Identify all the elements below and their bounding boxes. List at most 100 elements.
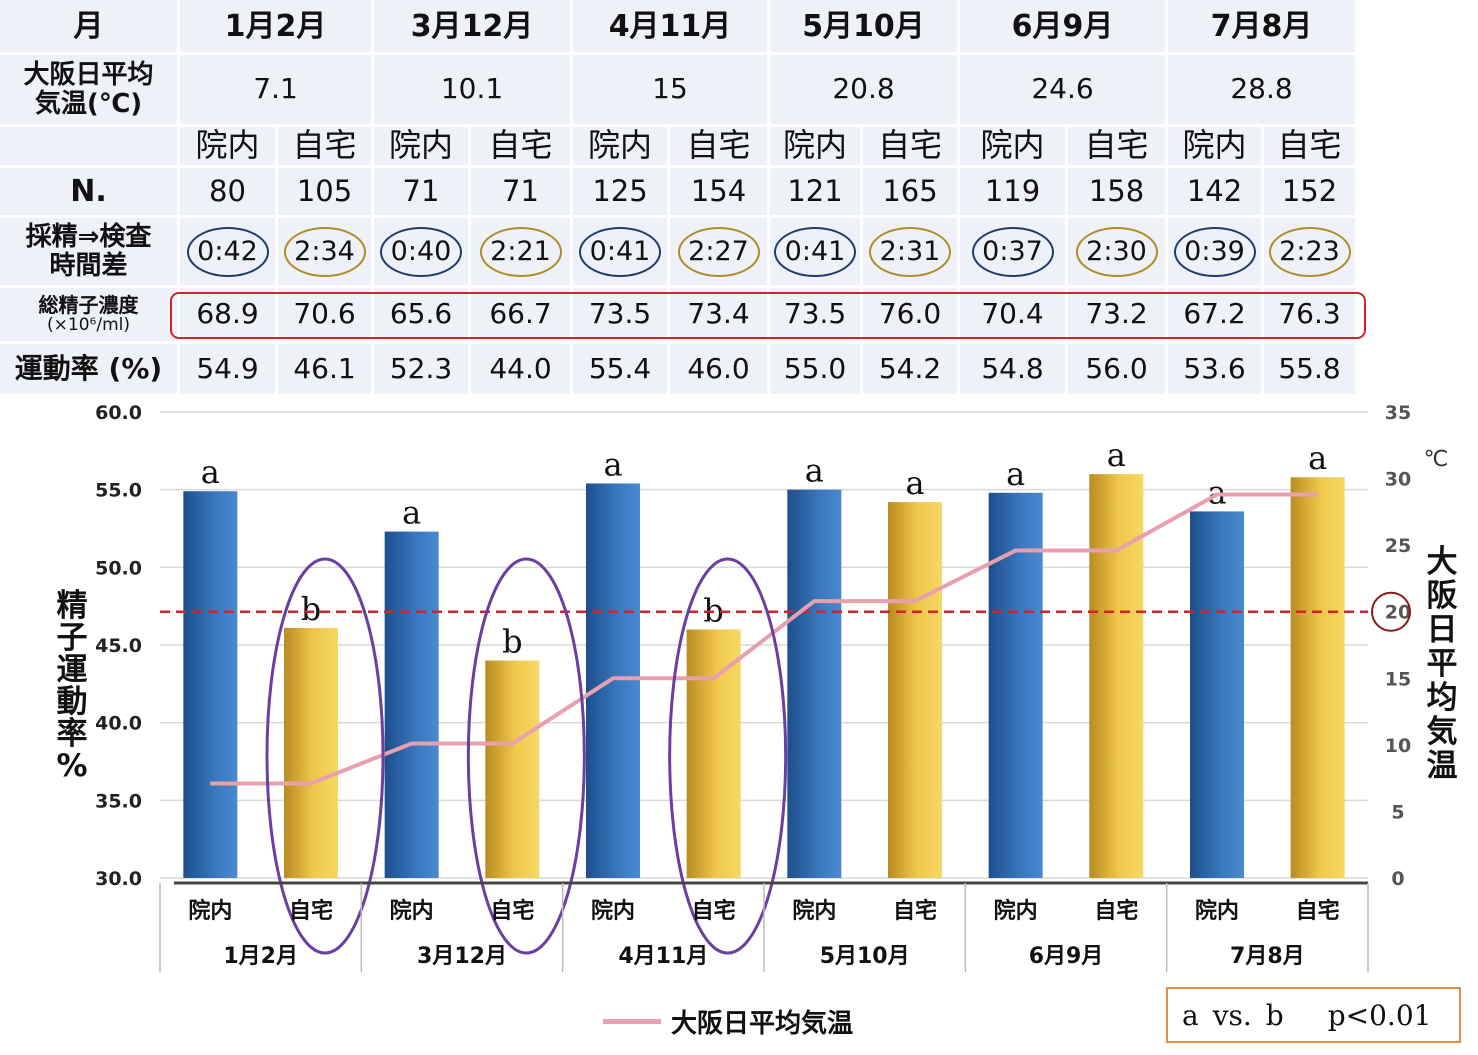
conc-cell: 68.9 (180, 288, 275, 341)
x-group-label: 4月11月 (618, 944, 708, 969)
time-oval: 0:37 (971, 226, 1054, 277)
n-cell: 165 (863, 168, 957, 215)
location-cell: 院内 (1168, 127, 1261, 165)
significance-note: a vs. b p<0.01 (1166, 987, 1461, 1043)
time-oval: 0:39 (1173, 226, 1256, 277)
bar-home (1089, 474, 1144, 878)
n-cell: 105 (278, 168, 371, 215)
y-tick-label: 35.0 (95, 790, 142, 812)
bar-significance-label: a (603, 445, 622, 483)
y-axis-title-char: % (56, 748, 87, 784)
row-label-n: N. (0, 168, 177, 215)
temp-cell: 7.1 (180, 55, 371, 124)
legend-swatch-temperature (603, 1019, 661, 1024)
location-cell: 自宅 (471, 127, 570, 165)
location-cell: 院内 (180, 127, 275, 165)
time-cell: 0:42 (180, 218, 275, 285)
time-oval: 0:40 (380, 226, 462, 277)
conc-cell: 65.6 (374, 288, 468, 341)
n-cell: 119 (960, 168, 1065, 215)
bar-home (1290, 477, 1345, 878)
y-axis-title-char: 運 (57, 652, 88, 688)
conc-cell: 73.5 (573, 288, 667, 341)
motility-cell: 44.0 (471, 344, 570, 394)
y2-axis-title-char: 平 (1427, 646, 1458, 682)
location-cell: 自宅 (1264, 127, 1355, 165)
conc-cell: 66.7 (471, 288, 570, 341)
time-oval: 0:41 (774, 226, 856, 277)
bar-clinic (988, 492, 1043, 878)
time-oval: 2:31 (869, 226, 951, 277)
location-cell: 院内 (770, 127, 860, 165)
highlight-ellipse (265, 557, 385, 955)
x-subcategory-label: 自宅 (289, 898, 333, 924)
time-cell: 0:41 (573, 218, 667, 285)
time-oval: 2:21 (479, 226, 562, 277)
y2-axis-title-char: 均 (1427, 680, 1458, 716)
time-cell: 2:23 (1264, 218, 1355, 285)
temp-cell: 20.8 (770, 55, 957, 124)
y2-unit-label: ℃ (1424, 447, 1449, 472)
temp-cell: 15 (573, 55, 767, 124)
x-group-label: 1月2月 (223, 944, 298, 969)
conc-cell: 70.6 (278, 288, 371, 341)
motility-cell: 54.9 (180, 344, 275, 394)
time-oval: 2:30 (1075, 226, 1158, 277)
row-label-location (0, 127, 177, 165)
time-cell: 0:40 (374, 218, 468, 285)
location-cell: 自宅 (1068, 127, 1165, 165)
y-axis-title-char: 動 (57, 684, 88, 720)
bar-clinic (384, 531, 439, 878)
y-axis-title-char: 精 (57, 588, 88, 624)
n-cell: 80 (180, 168, 275, 215)
y2-tick-label: 35 (1385, 402, 1411, 424)
motility-cell: 55.8 (1264, 344, 1355, 394)
motility-cell: 53.6 (1168, 344, 1261, 394)
location-cell: 自宅 (863, 127, 957, 165)
note-b: b (1265, 998, 1284, 1032)
legend: 大阪日平均気温 (603, 1003, 853, 1040)
location-cell: 自宅 (670, 127, 767, 165)
bar-significance-label: a (1006, 455, 1025, 493)
n-cell: 125 (573, 168, 667, 215)
y-axis-title-char: 子 (57, 620, 88, 656)
y2-axis-title-char: 大 (1427, 544, 1458, 580)
conc-cell: 73.4 (670, 288, 767, 341)
row-label-month: 月 (0, 0, 177, 52)
month-cell: 3月12月 (374, 0, 570, 52)
x-group-label: 6月9月 (1029, 944, 1104, 969)
y2-axis-title-char: 温 (1427, 748, 1458, 784)
time-oval: 0:42 (186, 226, 269, 277)
time-cell: 2:34 (278, 218, 371, 285)
x-subcategory-label: 自宅 (1094, 898, 1138, 924)
bar-significance-label: a (1107, 436, 1126, 474)
y2-axis-title-char: 日 (1427, 612, 1458, 648)
bar-home (686, 629, 741, 878)
motility-cell: 56.0 (1068, 344, 1165, 394)
conc-cell: 67.2 (1168, 288, 1261, 341)
time-oval: 0:41 (579, 226, 661, 277)
n-cell: 71 (471, 168, 570, 215)
y2-axis-title-char: 気 (1427, 714, 1458, 750)
x-subcategory-label: 自宅 (893, 898, 937, 924)
y2-tick-label: 30 (1385, 469, 1411, 491)
y-tick-label: 30.0 (95, 868, 142, 890)
x-group-label: 7月8月 (1230, 944, 1305, 969)
n-cell: 121 (770, 168, 860, 215)
month-cell: 1月2月 (180, 0, 371, 52)
note-vs: vs. (1212, 998, 1252, 1032)
x-group-label: 5月10月 (820, 944, 910, 969)
reference-circle (1371, 591, 1411, 632)
location-cell: 院内 (374, 127, 468, 165)
month-cell: 5月10月 (770, 0, 957, 52)
motility-cell: 46.0 (670, 344, 767, 394)
row-label-conc: 総精子濃度 (×10⁶/ml) (0, 288, 177, 341)
time-cell: 0:37 (960, 218, 1065, 285)
bar-home (888, 502, 942, 878)
note-p: p<0.01 (1327, 998, 1432, 1032)
bar-home (284, 627, 338, 878)
x-subcategory-label: 自宅 (692, 898, 736, 924)
location-cell: 院内 (573, 127, 667, 165)
n-cell: 154 (670, 168, 767, 215)
x-subcategory-label: 院内 (792, 898, 836, 924)
